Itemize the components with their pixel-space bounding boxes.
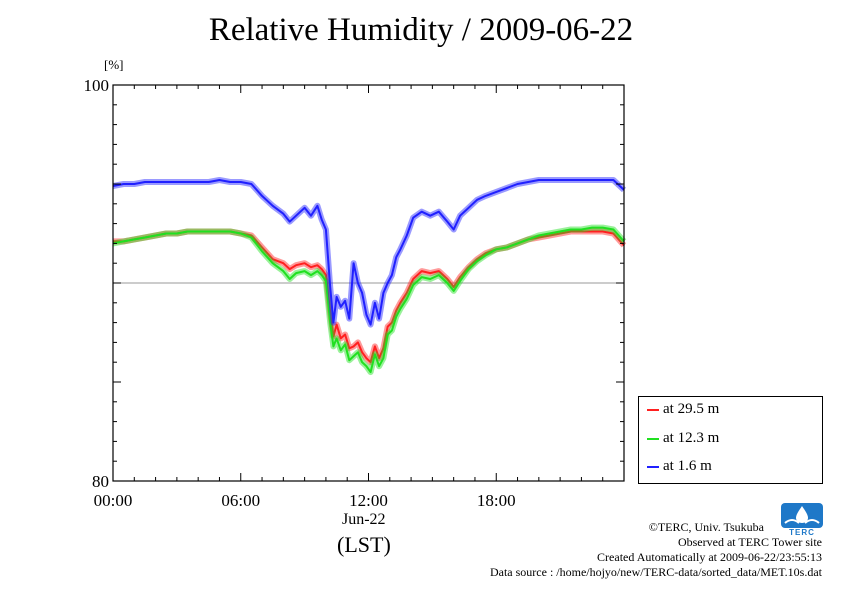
copyright-text: ©TERC, Univ. Tsukuba bbox=[648, 520, 764, 534]
terc-logo-text: TERC bbox=[789, 528, 815, 537]
y-tick-label: 80 bbox=[92, 472, 109, 491]
series-line-at-29-5-m bbox=[113, 230, 625, 364]
terc-logo bbox=[781, 503, 823, 528]
legend-item-1-6m: at 1.6 m bbox=[647, 458, 712, 475]
observed-text: Observed at TERC Tower site bbox=[677, 535, 822, 549]
series-line-at-1-6-m bbox=[112, 179, 625, 326]
x-tick-label: 06:00 bbox=[221, 491, 260, 510]
y-tick-label: 100 bbox=[84, 76, 110, 95]
legend-swatch-29-5m bbox=[647, 408, 659, 411]
y-axis-unit: [%] bbox=[104, 57, 124, 72]
legend-swatch-12-3m bbox=[647, 437, 659, 440]
x-axis-date: Jun-22 bbox=[342, 511, 386, 528]
series-band-at-29-5-m bbox=[113, 228, 627, 366]
legend-label-1-6m: at 1.6 m bbox=[663, 458, 712, 474]
chart-title: Relative Humidity / 2009-06-22 bbox=[208, 12, 634, 48]
source-text: Data source : /home/hojyo/new/TERC-data/… bbox=[489, 565, 822, 579]
legend-item-29-5m: at 29.5 m bbox=[647, 401, 719, 418]
x-axis-label: (LST) bbox=[337, 532, 391, 557]
legend-label-29-5m: at 29.5 m bbox=[663, 401, 720, 417]
series-band-at-1-6-m bbox=[112, 177, 627, 328]
credits: ©TERC, Univ. Tsukuba Observed at TERC To… bbox=[490, 520, 822, 580]
series-band-at-12-3-m bbox=[112, 224, 627, 376]
legend-swatch-1-6m bbox=[647, 465, 659, 468]
legend: at 29.5 m at 12.3 m at 1.6 m bbox=[638, 396, 823, 484]
x-tick-label: 12:00 bbox=[349, 491, 388, 510]
series-line-at-12-3-m bbox=[112, 226, 625, 374]
created-text: Created Automatically at 2009-06-22/23:5… bbox=[597, 550, 822, 564]
legend-item-12-3m: at 12.3 m bbox=[647, 430, 719, 447]
legend-label-12-3m: at 12.3 m bbox=[663, 430, 720, 446]
x-tick-label: 00:00 bbox=[94, 491, 133, 510]
x-tick-label: 18:00 bbox=[477, 491, 516, 510]
